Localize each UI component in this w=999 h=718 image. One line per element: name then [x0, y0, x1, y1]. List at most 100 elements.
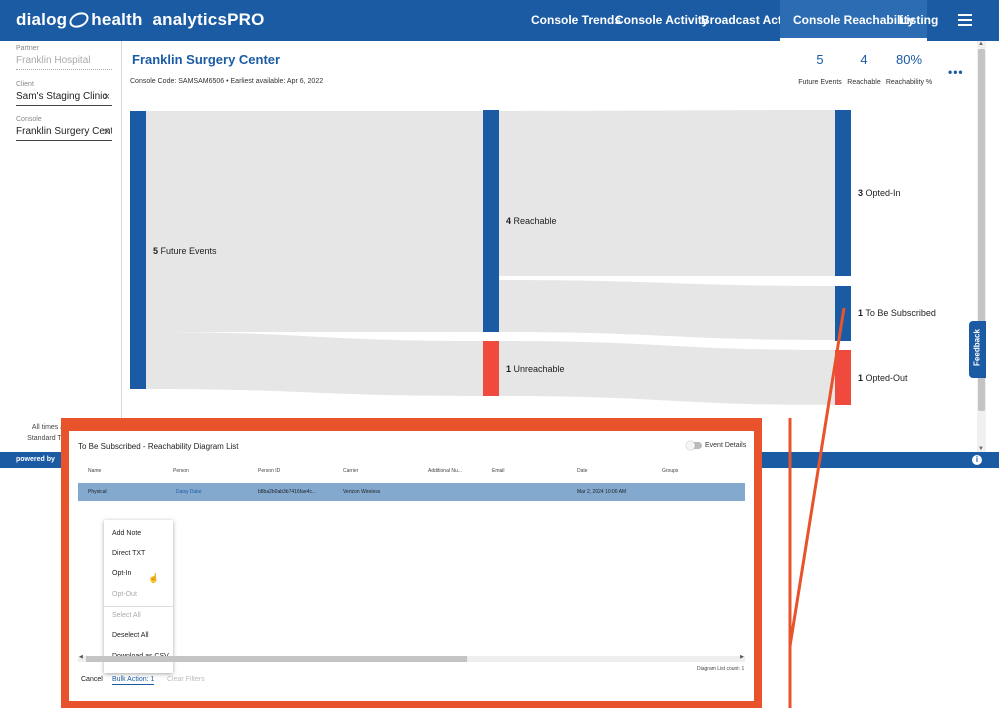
- main-content: Franklin Surgery Center Console Code: SA…: [122, 41, 977, 452]
- opted-in-name: Opted-In: [865, 188, 901, 198]
- feedback-tab[interactable]: Feedback: [969, 321, 986, 378]
- clear-console-icon[interactable]: ×: [103, 126, 110, 138]
- nav-listing[interactable]: Listing: [899, 13, 939, 27]
- menu-direct-txt[interactable]: Direct TXT: [112, 550, 146, 557]
- menu-opt-out[interactable]: Opt-Out: [112, 591, 137, 598]
- reachable-name: Reachable: [513, 216, 557, 226]
- nav-console-activity[interactable]: Console Activity: [615, 13, 709, 27]
- menu-opt-in[interactable]: Opt-In: [112, 570, 132, 577]
- scrollbar-thumb[interactable]: [978, 49, 985, 411]
- node-future-events[interactable]: [130, 111, 146, 389]
- to-be-subscribed-count: 1: [858, 308, 864, 318]
- nav-console-reachability[interactable]: Console Reachability: [780, 0, 928, 41]
- scroll-up-arrow-icon[interactable]: ▲: [978, 41, 984, 47]
- product-name: analyticsPRO: [152, 10, 265, 29]
- client-value: Sam's Staging Clinic: [16, 91, 108, 102]
- info-icon[interactable]: i: [972, 455, 982, 465]
- table-row[interactable]: Physical Daisy Duke b8ba2b0ab3b7416fae4c…: [78, 483, 745, 501]
- hand-pointer-icon: ☝: [148, 573, 160, 583]
- table-horizontal-scrollbar[interactable]: ◀ ▶: [78, 654, 745, 662]
- col-header-carrier[interactable]: Carrier: [343, 468, 359, 474]
- console-input[interactable]: Franklin Surgery Center ×: [16, 126, 112, 141]
- future-events-count: 5: [153, 246, 159, 256]
- col-header-additional-number[interactable]: Additional Nu...: [428, 468, 462, 474]
- node-opted-out[interactable]: [835, 350, 851, 405]
- kpi-future-events-value: 5: [816, 52, 824, 67]
- diagram-list-count: Diagram List count: 1: [697, 666, 745, 672]
- client-input[interactable]: Sam's Staging Clinic ×: [16, 91, 112, 106]
- scroll-down-arrow-icon[interactable]: ▼: [978, 446, 984, 452]
- node-to-be-subscribed[interactable]: [835, 286, 851, 341]
- col-header-person[interactable]: Person: [173, 468, 189, 474]
- nav-console-trends[interactable]: Console Trends: [531, 13, 622, 27]
- console-label: Console: [16, 116, 42, 123]
- clear-client-icon[interactable]: ×: [103, 91, 110, 103]
- dialog-health-logo[interactable]: dialog health analyticsPRO: [16, 9, 265, 31]
- label-to-be-subscribed: 1 To Be Subscribed: [858, 308, 936, 318]
- logo-swoosh-icon: [67, 9, 92, 31]
- hamburger-menu-icon[interactable]: [958, 14, 972, 26]
- link-future-to-unreachable[interactable]: [146, 332, 483, 396]
- cell-person-link[interactable]: Daisy Duke: [176, 489, 202, 495]
- menu-divider: [104, 606, 173, 607]
- console-code-info: Console Code: SAMSAM6506 • Earliest avai…: [130, 78, 324, 85]
- client-field[interactable]: Client Sam's Staging Clinic ×: [16, 81, 112, 106]
- nav-broadcast-activity[interactable]: Broadcast Activity: [701, 13, 806, 27]
- more-options-icon[interactable]: •••: [948, 65, 964, 79]
- opted-in-count: 3: [858, 188, 864, 198]
- partner-field[interactable]: Partner Franklin Hospital: [16, 45, 112, 70]
- node-opted-in[interactable]: [835, 110, 851, 276]
- panel-title: To Be Subscribed - Reachability Diagram …: [78, 442, 239, 451]
- menu-add-note[interactable]: Add Note: [112, 530, 142, 537]
- event-details-toggle[interactable]: [686, 441, 702, 450]
- partner-label: Partner: [16, 45, 39, 52]
- opted-out-count: 1: [858, 373, 864, 383]
- col-header-name[interactable]: Name: [88, 468, 102, 474]
- col-header-groups[interactable]: Groups: [662, 468, 679, 474]
- brand-name-right: health: [91, 10, 143, 29]
- filter-sidebar: Partner Franklin Hospital Client Sam's S…: [0, 41, 122, 452]
- reachable-count: 4: [506, 216, 512, 226]
- partner-value[interactable]: Franklin Hospital: [16, 55, 112, 70]
- console-value: Franklin Surgery Center: [16, 126, 112, 137]
- node-reachable[interactable]: [483, 110, 499, 332]
- cancel-button[interactable]: Cancel: [81, 676, 103, 683]
- col-header-email[interactable]: Email: [492, 468, 505, 474]
- link-future-to-reachable[interactable]: [146, 111, 483, 332]
- kpi-reachability-label: Reachability %: [885, 79, 933, 86]
- unreachable-count: 1: [506, 364, 512, 374]
- col-header-date[interactable]: Date: [577, 468, 588, 474]
- reachability-sankey-diagram: [130, 110, 851, 405]
- link-unreachable-to-optedout[interactable]: [499, 341, 835, 405]
- menu-select-all[interactable]: Select All: [112, 612, 141, 619]
- label-unreachable: 1 Unreachable: [506, 364, 565, 374]
- kpi-reachability-value: 80%: [895, 52, 923, 67]
- node-unreachable[interactable]: [483, 341, 499, 396]
- timezone-note: All times a Standard Tim: [8, 422, 88, 444]
- page-scrollbar[interactable]: ▲ ▼: [977, 41, 986, 452]
- powered-by-label: powered by: [16, 456, 55, 463]
- kpi-reachable-label: Reachable: [847, 79, 881, 86]
- kpi-reachable: 4 Reachable: [844, 52, 884, 86]
- reachability-list-panel: To Be Subscribed - Reachability Diagram …: [69, 431, 754, 701]
- console-field[interactable]: Console Franklin Surgery Center ×: [16, 116, 112, 141]
- label-future-events: 5 Future Events: [153, 246, 217, 256]
- kpi-future-events: 5 Future Events: [790, 52, 850, 86]
- bulk-action-button[interactable]: Bulk Action: 1: [112, 676, 155, 685]
- label-opted-out: 1 Opted-Out: [858, 373, 908, 383]
- kpi-reachable-value: 4: [860, 52, 868, 67]
- kpi-future-events-label: Future Events: [798, 79, 842, 86]
- scroll-right-arrow-icon[interactable]: ▶: [740, 654, 744, 660]
- scroll-left-arrow-icon[interactable]: ◀: [79, 654, 83, 660]
- kpi-reachability-pct: 80% Reachability %: [884, 52, 934, 86]
- label-reachable: 4 Reachable: [506, 216, 557, 226]
- link-reachable-to-tobesubscribed[interactable]: [499, 280, 835, 340]
- link-reachable-to-optedin[interactable]: [499, 110, 835, 276]
- clear-filters-button[interactable]: Clear Filters: [167, 676, 205, 683]
- col-header-person-id[interactable]: Person ID: [258, 468, 281, 474]
- menu-deselect-all[interactable]: Deselect All: [112, 632, 149, 639]
- client-label: Client: [16, 81, 34, 88]
- timezone-note-line-2: Standard Tim: [27, 435, 69, 442]
- horizontal-scrollbar-thumb[interactable]: [86, 656, 467, 662]
- timezone-note-line-1: All times a: [31, 424, 65, 431]
